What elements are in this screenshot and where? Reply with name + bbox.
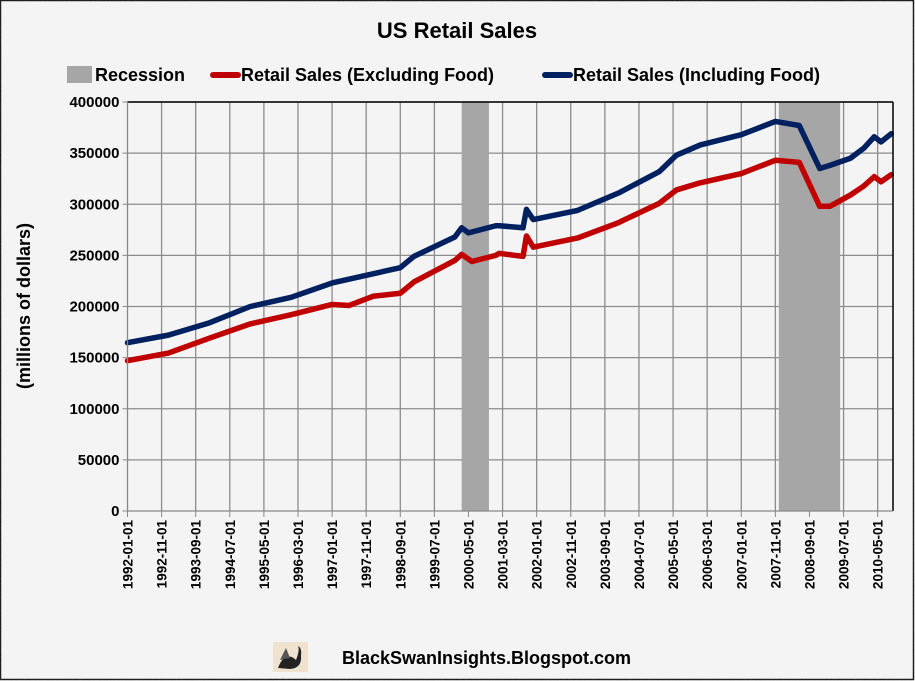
series-line-excluding-food (124, 157, 895, 364)
legend: Recession Retail Sales (Excluding Food) … (67, 65, 820, 85)
y-tick-label: 0 (111, 503, 119, 520)
y-tick-label: 150000 (69, 350, 119, 367)
x-tick-label: 1997-11-01 (359, 520, 374, 589)
recession-bands (461, 102, 841, 511)
x-tick-label: 2004-07-01 (632, 520, 647, 590)
x-tick-label: 2002-01-01 (530, 520, 545, 590)
x-tick-label: 2006-03-01 (700, 520, 715, 590)
legend-label-including-food: Retail Sales (Including Food) (573, 65, 820, 85)
axes: 0 50000 100000 150000 200000 250000 300000 3500… (69, 94, 894, 590)
legend-swatch-recession (67, 66, 92, 83)
x-tick-label: 1996-03-01 (291, 520, 306, 590)
recession-band (461, 102, 489, 511)
y-axis-title: (millions of dollars) (14, 223, 34, 389)
x-tick-label: 2008-09-01 (802, 520, 817, 590)
y-tick-label: 200000 (69, 299, 119, 316)
x-tick-label: 1993-09-01 (189, 520, 204, 590)
x-tick-label: 1997-01-01 (325, 520, 340, 590)
x-tick-label: 1998-09-01 (393, 520, 408, 590)
x-tick-label: 1994-07-01 (223, 520, 238, 590)
y-tick-label: 50000 (78, 452, 120, 469)
x-tick-label: 2000-05-01 (461, 520, 476, 590)
series-lines (124, 118, 895, 364)
x-tick-label: 2010-05-01 (871, 520, 886, 590)
series-line-including-food (124, 118, 895, 346)
x-tick-label: 1992-01-01 (121, 520, 136, 590)
y-tick-label: 350000 (69, 145, 119, 162)
legend-label-excluding-food: Retail Sales (Excluding Food) (241, 65, 494, 85)
legend-label-recession: Recession (95, 65, 185, 85)
x-tick-label: 2002-11-01 (564, 520, 579, 589)
y-tick-label: 250000 (69, 247, 119, 264)
watermark-text: BlackSwanInsights.Blogspot.com (342, 648, 631, 668)
x-tick-label: 2001-03-01 (496, 520, 511, 590)
x-tick-label: 2009-07-01 (837, 520, 852, 590)
y-tick-label: 300000 (69, 196, 119, 213)
x-tick-label: 2005-05-01 (666, 520, 681, 590)
x-tick-label: 2007-01-01 (734, 520, 749, 590)
recession-band (778, 102, 841, 511)
y-tick-label: 100000 (69, 401, 119, 418)
chart-title: US Retail Sales (377, 18, 537, 43)
x-tick-label: 1995-05-01 (257, 520, 272, 590)
x-tick-label: 2007-11-01 (768, 520, 783, 589)
x-tick-label: 1999-07-01 (427, 520, 442, 590)
x-tick-label: 1992-11-01 (155, 520, 170, 589)
swan-logo-icon (273, 642, 308, 672)
y-tick-label: 400000 (69, 94, 119, 111)
x-tick-label: 2003-09-01 (598, 520, 613, 590)
